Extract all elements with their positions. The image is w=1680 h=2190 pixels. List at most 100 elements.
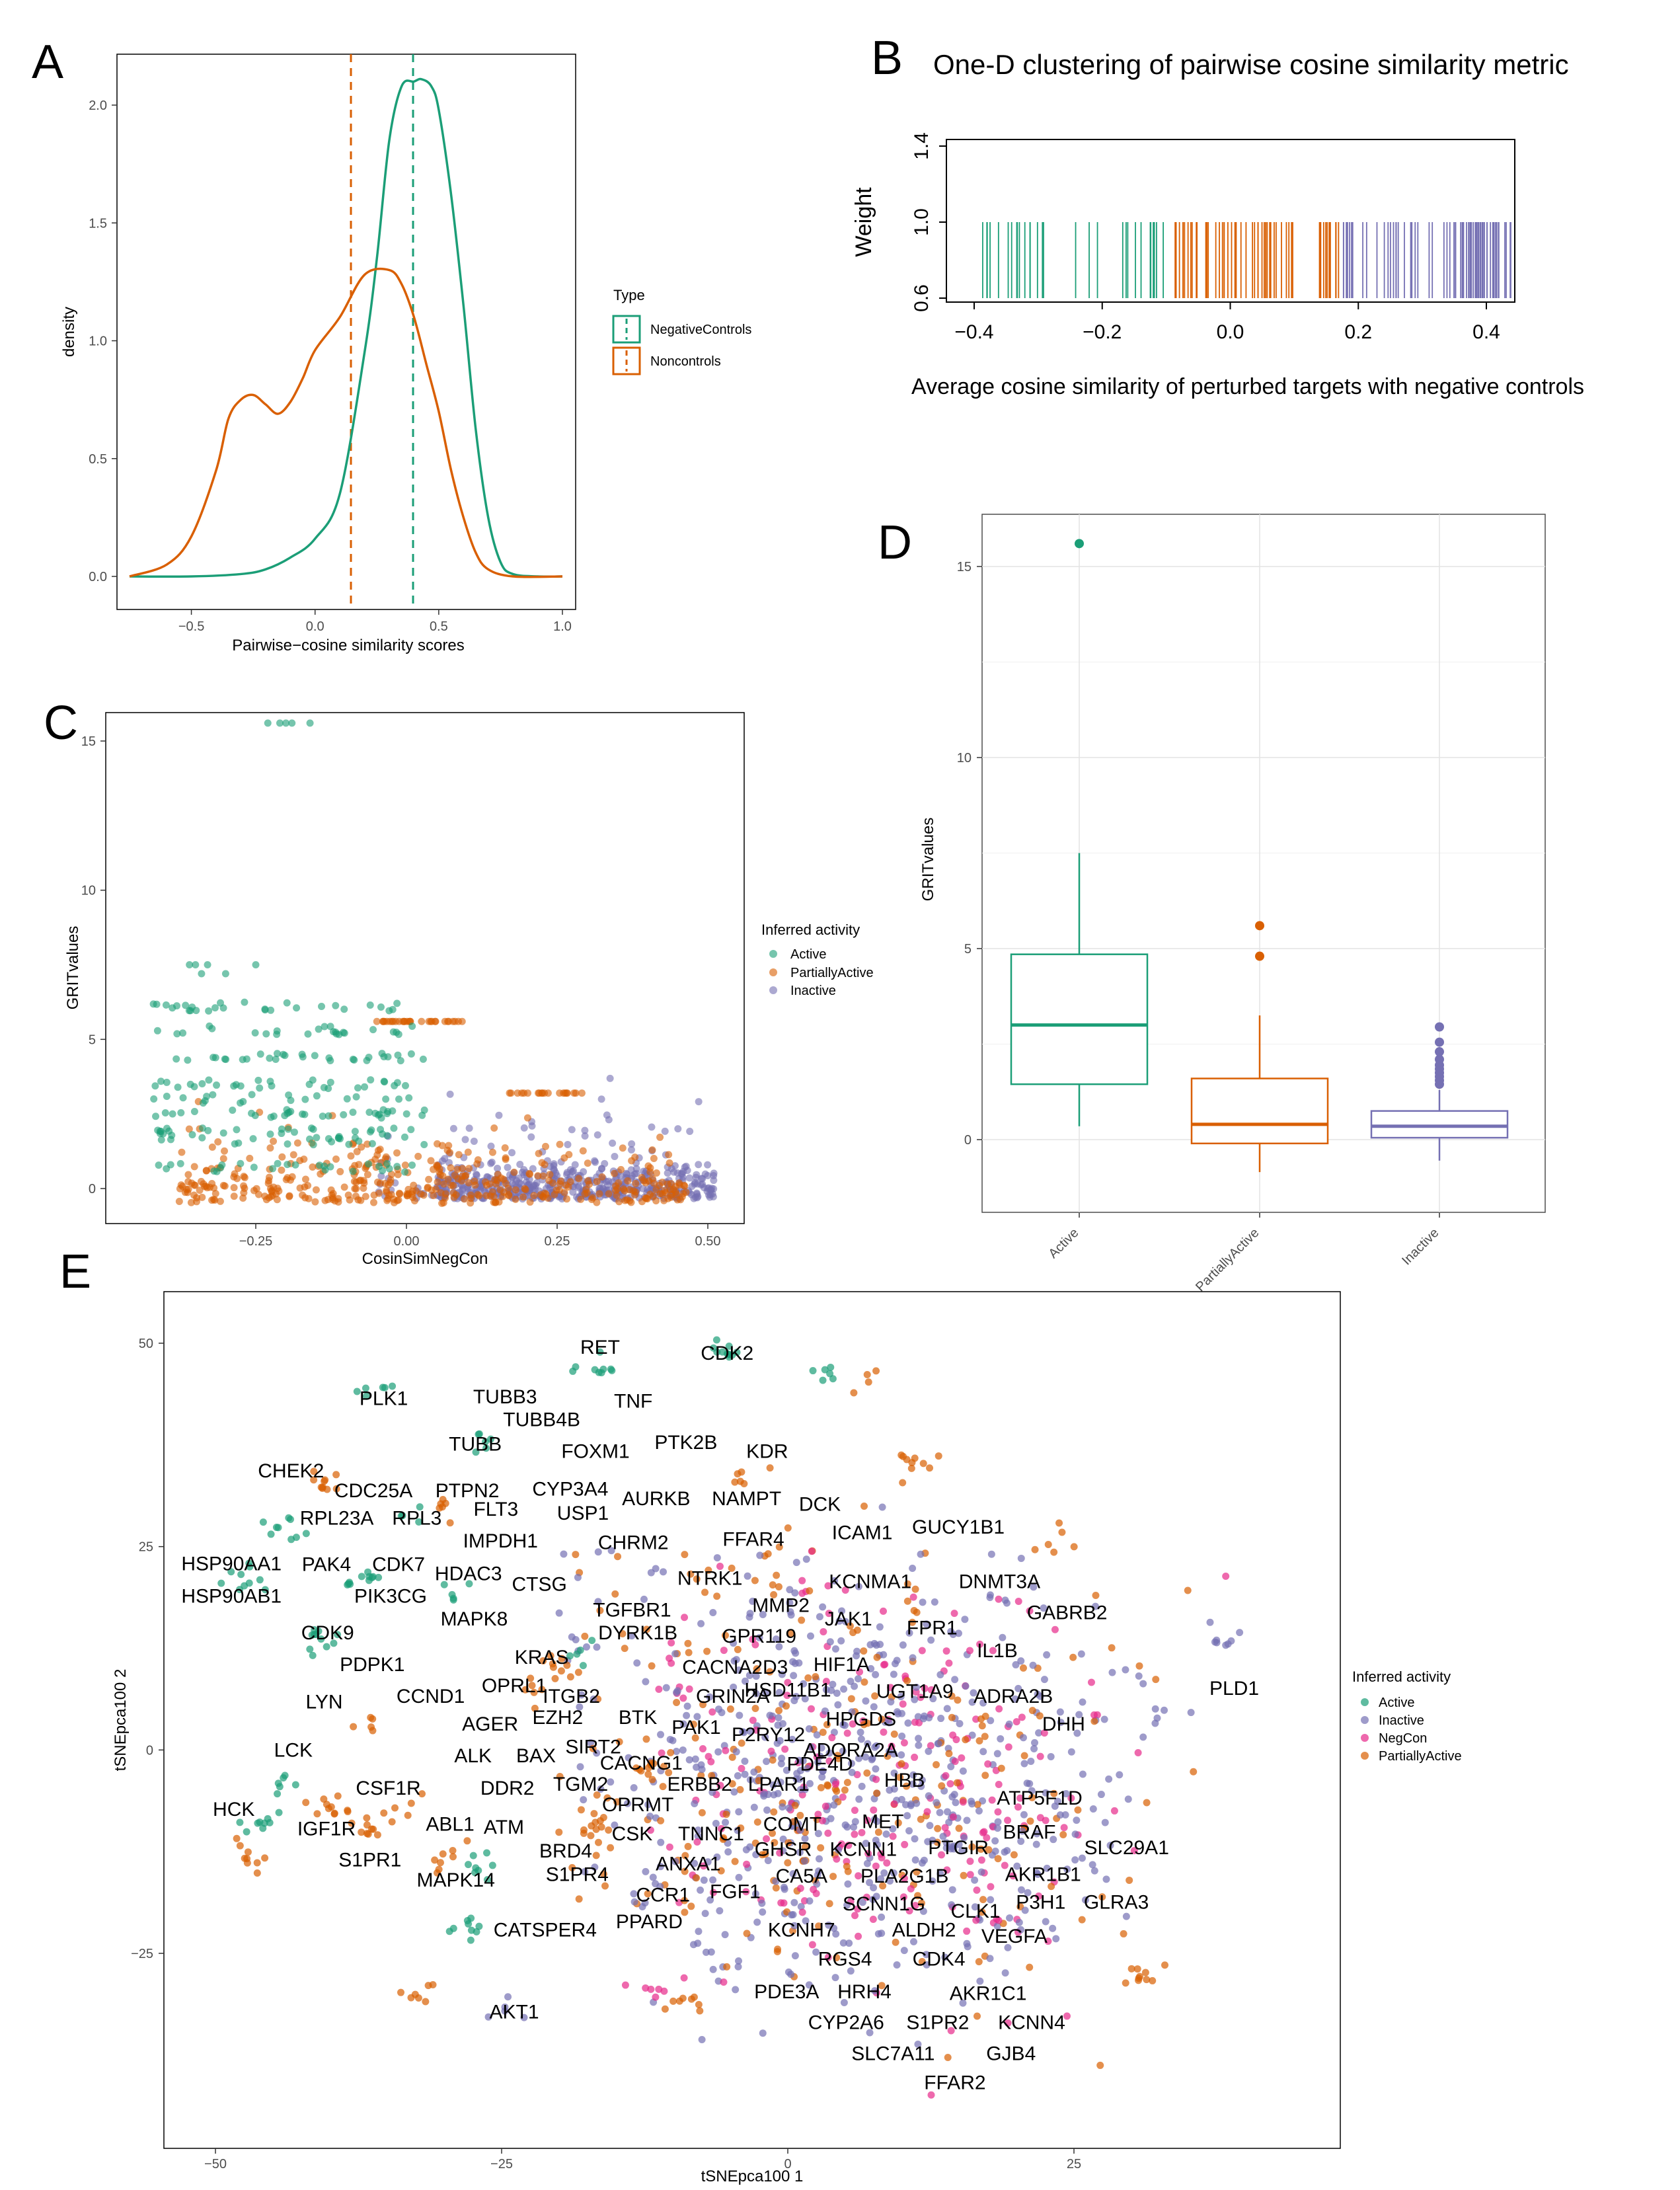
scatter-point bbox=[408, 1193, 416, 1201]
scatter-point bbox=[943, 1808, 951, 1816]
scatter-point bbox=[1032, 1869, 1040, 1877]
scatter-point bbox=[230, 1193, 238, 1200]
scatter-point bbox=[937, 1715, 945, 1723]
scatter-point bbox=[186, 1080, 194, 1088]
scatter-point bbox=[501, 2007, 509, 2015]
scatter-point bbox=[401, 1133, 408, 1141]
scatter-point bbox=[243, 1055, 250, 1063]
scatter-point bbox=[693, 1838, 701, 1846]
gene-label: CYP2A6 bbox=[808, 2012, 884, 2034]
scatter-point bbox=[730, 1683, 738, 1691]
scatter-point bbox=[828, 1734, 836, 1742]
gene-label: ANXA1 bbox=[656, 1854, 720, 1875]
scatter-point bbox=[379, 1106, 387, 1114]
scatter-point bbox=[879, 1882, 887, 1890]
scatter-point bbox=[700, 1876, 708, 1884]
scatter-point bbox=[752, 1672, 760, 1680]
scatter-point bbox=[640, 1595, 648, 1603]
scatter-point bbox=[209, 1091, 217, 1099]
scatter-point bbox=[260, 1819, 268, 1827]
gene-label: TNNC1 bbox=[678, 1823, 744, 1845]
panel-b-xtick-label: −0.4 bbox=[954, 321, 993, 343]
gene-label: SLC7A11 bbox=[851, 2043, 935, 2064]
scatter-point bbox=[746, 1843, 754, 1851]
scatter-point bbox=[948, 1692, 956, 1700]
scatter-point bbox=[880, 1728, 888, 1736]
gene-label: ALK bbox=[454, 1745, 492, 1767]
scatter-point bbox=[364, 1830, 372, 1838]
scatter-point bbox=[749, 1635, 757, 1643]
box-outlier bbox=[1435, 1037, 1444, 1047]
scatter-point bbox=[465, 1920, 473, 1928]
scatter-point bbox=[465, 1580, 473, 1588]
scatter-point bbox=[539, 1657, 547, 1664]
scatter-point bbox=[514, 1089, 521, 1097]
scatter-point bbox=[1075, 1711, 1083, 1719]
scatter-point bbox=[524, 1089, 532, 1097]
legend-label-inactive: Inactive bbox=[790, 984, 836, 998]
scatter-point bbox=[1005, 1743, 1012, 1751]
scatter-point bbox=[741, 1770, 749, 1778]
scatter-point bbox=[742, 1888, 750, 1896]
gene-label: S1PR4 bbox=[546, 1864, 609, 1886]
scatter-point bbox=[353, 1148, 361, 1155]
scatter-point bbox=[840, 1685, 848, 1693]
scatter-point bbox=[330, 1639, 338, 1647]
scatter-point bbox=[369, 1198, 377, 1206]
scatter-point bbox=[267, 1006, 275, 1014]
panel-b-ytick-label: 1.4 bbox=[911, 132, 933, 160]
scatter-point bbox=[151, 1082, 159, 1090]
scatter-point bbox=[939, 1832, 947, 1840]
scatter-point bbox=[839, 1939, 847, 1947]
scatter-point bbox=[605, 1826, 613, 1834]
gene-label: PDE4D bbox=[786, 1753, 853, 1775]
scatter-point bbox=[418, 1017, 426, 1025]
scatter-point bbox=[237, 1082, 245, 1090]
scatter-point bbox=[911, 1856, 919, 1864]
scatter-point bbox=[797, 1902, 805, 1910]
scatter-point bbox=[680, 1974, 688, 1982]
gene-label: AKR1C1 bbox=[950, 1982, 1027, 2004]
scatter-point bbox=[824, 1953, 832, 1961]
scatter-point bbox=[488, 1158, 496, 1166]
scatter-point bbox=[858, 1828, 866, 1836]
scatter-point bbox=[405, 1094, 413, 1102]
scatter-point bbox=[679, 1720, 687, 1728]
scatter-point bbox=[230, 1184, 238, 1192]
scatter-point bbox=[679, 1694, 687, 1702]
panel-a-ytick-label: 2.0 bbox=[89, 98, 107, 113]
scatter-point bbox=[642, 1678, 650, 1686]
scatter-point bbox=[1092, 1591, 1100, 1599]
gene-label: FGF1 bbox=[710, 1881, 761, 1902]
scatter-point bbox=[855, 1583, 862, 1590]
scatter-point bbox=[597, 1369, 605, 1377]
scatter-point bbox=[526, 1198, 534, 1206]
scatter-point bbox=[401, 1161, 409, 1169]
scatter-point bbox=[843, 1779, 851, 1787]
scatter-point bbox=[551, 1191, 558, 1198]
scatter-point bbox=[236, 1818, 244, 1826]
panel-c-legend: Inferred activity Active PartiallyActive… bbox=[761, 921, 874, 998]
scatter-point bbox=[563, 1169, 571, 1177]
scatter-point bbox=[709, 1965, 717, 1973]
scatter-point bbox=[174, 1083, 182, 1091]
scatter-point bbox=[379, 1167, 387, 1175]
scatter-point bbox=[1101, 1818, 1109, 1826]
scatter-point bbox=[1014, 1803, 1022, 1811]
scatter-point bbox=[772, 1877, 780, 1885]
scatter-point bbox=[813, 1731, 821, 1739]
scatter-point bbox=[701, 1910, 709, 1918]
scatter-point bbox=[848, 1708, 856, 1716]
scatter-point bbox=[374, 1178, 382, 1186]
scatter-point bbox=[995, 1916, 1003, 1924]
scatter-point bbox=[790, 1898, 798, 1906]
scatter-point bbox=[1061, 1811, 1069, 1818]
scatter-point bbox=[804, 1674, 812, 1682]
scatter-point bbox=[527, 1133, 535, 1141]
scatter-point bbox=[708, 1788, 716, 1796]
scatter-point bbox=[202, 1167, 210, 1175]
scatter-point bbox=[666, 1735, 674, 1743]
scatter-point bbox=[903, 1580, 911, 1588]
scatter-point bbox=[890, 1769, 898, 1777]
panel-b-axes: −0.4 −0.2 0.0 0.2 0.40.61.01.4 bbox=[911, 132, 1500, 343]
